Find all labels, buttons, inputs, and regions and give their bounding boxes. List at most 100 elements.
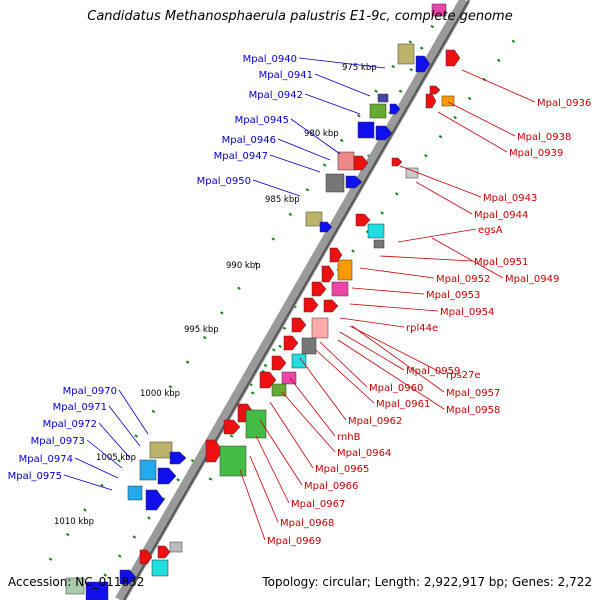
label-leader-line	[299, 357, 347, 421]
gene-arrow	[445, 49, 461, 67]
forward-gene-label: Mpal_0940	[243, 54, 297, 65]
gene-arrow	[139, 549, 153, 565]
reverse-gene-label: Mpal_0936	[537, 98, 591, 109]
label-leader-line	[86, 439, 123, 469]
gene-block	[377, 93, 389, 103]
gene-block	[281, 371, 297, 385]
label-leader-line	[98, 422, 131, 459]
gene-block	[65, 577, 85, 595]
reverse-gene-label: Mpal_0954	[440, 307, 494, 318]
accession-label: Accession: NC_011832	[8, 575, 145, 589]
gene-arrow	[283, 335, 299, 351]
label-leader-line	[239, 469, 266, 541]
forward-gene-label: Mpal_0972	[43, 419, 97, 430]
reverse-gene-label: Mpal_0966	[304, 481, 358, 492]
label-leader-line	[290, 118, 341, 155]
reverse-gene-label: Mpal_0944	[474, 210, 528, 221]
label-leader-line	[431, 237, 504, 279]
reverse-gene-label: Mpal_0965	[315, 464, 369, 475]
gene-block	[405, 167, 419, 179]
forward-gene-label: Mpal_0942	[249, 90, 303, 101]
gene-features	[65, 3, 461, 600]
label-leader-line	[437, 111, 508, 153]
gene-block	[127, 485, 143, 501]
gene-arrow	[157, 545, 171, 559]
reverse-gene-label: rnhB	[337, 432, 361, 443]
forward-gene-label: Mpal_0970	[63, 386, 117, 397]
gene-block	[151, 559, 169, 577]
reverse-gene-label: Mpal_0949	[505, 274, 559, 285]
gene-arrow	[319, 221, 333, 233]
label-leader-line	[63, 474, 113, 491]
label-leader-line	[255, 435, 290, 504]
reverse-gene-label: Mpal_0967	[291, 499, 345, 510]
scale-label: 995 kbp	[184, 325, 219, 335]
gene-arrow	[223, 419, 241, 435]
topology-label: Topology: circular; Length: 2,922,917 bp…	[262, 575, 592, 589]
label-leader-line	[339, 317, 405, 328]
forward-gene-label: Mpal_0973	[31, 436, 85, 447]
reverse-gene-label: Mpal_0969	[267, 536, 321, 547]
reverse-gene-label: Mpal_0962	[348, 416, 402, 427]
gene-arrow	[321, 265, 335, 283]
scale-label: 1010 kbp	[54, 517, 94, 527]
reverse-gene-label: rps27e	[446, 370, 481, 381]
forward-gene-label: Mpal_0947	[214, 151, 268, 162]
scale-label: 990 kbp	[226, 261, 261, 271]
gene-arrow	[323, 299, 339, 313]
label-leader-line	[351, 287, 425, 295]
label-leader-line	[447, 101, 516, 137]
reverse-gene-label: Mpal_0964	[337, 448, 391, 459]
gene-arrow	[205, 439, 223, 463]
reverse-gene-label: Mpal_0961	[376, 399, 430, 410]
reverse-gene-label: Mpal_0938	[517, 132, 571, 143]
gene-block	[291, 353, 307, 369]
label-leader-line	[314, 73, 371, 97]
reverse-gene-label: Mpal_0959	[406, 366, 460, 377]
gene-block	[219, 445, 247, 477]
gene-arrow	[425, 93, 437, 109]
reverse-gene-label: rpl44e	[406, 323, 438, 334]
reverse-gene-label: egsA	[478, 225, 503, 236]
label-leader-line	[415, 181, 473, 215]
label-leader-line	[359, 267, 435, 279]
map-title: Candidatus Methanosphaerula palustris E1…	[87, 9, 513, 24]
label-leader-line	[349, 303, 439, 312]
label-leader-line	[339, 331, 405, 371]
gene-block	[357, 121, 375, 139]
forward-gene-label: Mpal_0946	[222, 135, 276, 146]
scale-tick-track	[48, 27, 422, 561]
gene-block	[325, 173, 345, 193]
label-leader-line	[289, 377, 336, 437]
gene-arrow	[157, 467, 177, 485]
label-leader-line	[252, 179, 301, 197]
gene-block	[441, 95, 455, 107]
gene-arrow	[429, 85, 441, 95]
label-leader-line	[259, 419, 303, 486]
reverse-gene-label: Mpal_0957	[446, 388, 500, 399]
label-leader-line	[319, 341, 368, 388]
gene-block	[245, 409, 267, 439]
genome-backbone	[115, 0, 470, 600]
label-leader-line	[298, 57, 386, 69]
label-leader-line	[397, 228, 477, 243]
gene-block	[149, 441, 173, 459]
gene-block	[331, 281, 349, 297]
genome-backbone-edge	[123, 0, 470, 600]
forward-gene-label: Mpal_0950	[197, 176, 251, 187]
scale-labels: 975 kbp 980 kbp 985 kbp 990 kbp 995 kbp 1000 …	[54, 63, 377, 527]
label-leader-line	[315, 349, 375, 404]
reverse-gene-label: Mpal_0953	[426, 290, 480, 301]
scale-label: 1005 kbp	[96, 453, 136, 463]
gene-block	[373, 239, 385, 249]
label-leader-line	[277, 138, 331, 161]
reverse-gene-label: Mpal_0958	[446, 405, 500, 416]
label-leader-line	[249, 455, 279, 523]
forward-gene-label: Mpal_0941	[259, 70, 313, 81]
label-leader-line	[108, 405, 141, 447]
label-leader-line	[379, 255, 473, 262]
forward-gene-label: Mpal_0975	[8, 471, 62, 482]
forward-gene-label: Mpal_0945	[235, 115, 289, 126]
gene-arrow	[291, 317, 307, 333]
gene-arrow	[303, 297, 319, 313]
